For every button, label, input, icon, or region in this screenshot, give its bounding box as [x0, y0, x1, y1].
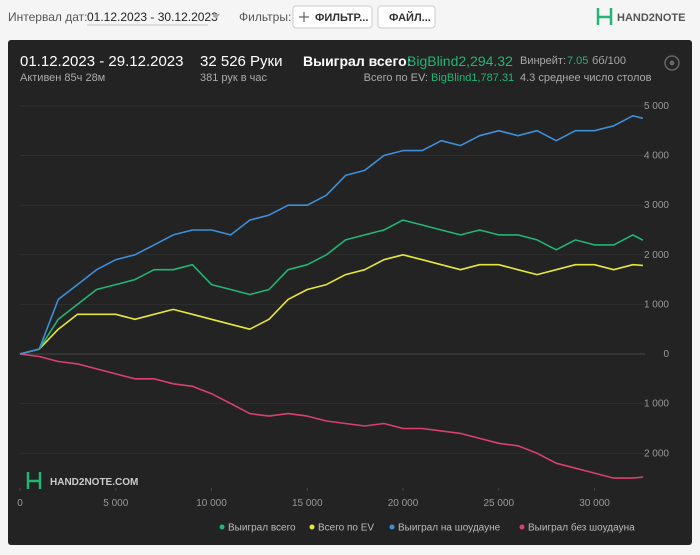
won-total: BigBlind2,294.32 [407, 53, 513, 69]
series-line [19, 254, 643, 355]
watermark: HAND2NOTE.COM [50, 477, 138, 488]
file-button[interactable] [377, 5, 436, 29]
hands-per-hour: 381 рук в час [200, 72, 268, 84]
legend-label: Всего по EV [318, 523, 374, 534]
y-tick-label: 0 [663, 349, 669, 360]
panel [8, 40, 692, 545]
winrate-unit: бб/100 [592, 55, 626, 67]
ev-total: BigBlind1,787.31 [431, 72, 514, 84]
active-time: Активен 85ч 28м [20, 72, 105, 84]
watermark-icon [26, 472, 42, 489]
y-tick-label: 1 000 [644, 399, 669, 410]
y-tick-label: 1 000 [644, 299, 669, 310]
date-label: Интервал дат: [8, 10, 87, 24]
winrate-label: Винрейт: [520, 55, 566, 67]
legend-marker [519, 524, 525, 530]
plus-icon [299, 12, 309, 22]
logo: HAND2NOTE [617, 12, 685, 24]
series-line [19, 115, 644, 355]
winrate: 7.05 [567, 55, 588, 67]
x-tick-label: 30 000 [579, 498, 610, 509]
series-line [19, 219, 644, 355]
legend-marker [389, 524, 395, 530]
x-tick-label: 25 000 [483, 498, 514, 509]
filters-label: Фильтры: [239, 10, 291, 24]
dropdown-arrow[interactable] [212, 14, 220, 19]
y-tick-label: 4 000 [644, 151, 669, 162]
ev-total-label: Всего по EV: [364, 72, 428, 84]
won-total-label: Выиграл всего: [303, 53, 411, 69]
logo-icon [596, 8, 613, 25]
tables: 4.3 среднее число столов [520, 72, 652, 84]
y-tick-label: 5 000 [644, 101, 669, 112]
legend-label: Выиграл всего [228, 523, 296, 534]
legend-label: Выиграл без шоудауна [528, 522, 635, 534]
settings-icon-core [669, 60, 675, 66]
period: 01.12.2023 - 29.12.2023 [20, 53, 183, 70]
x-tick-label: 5 000 [103, 498, 128, 509]
y-tick-label: 3 000 [644, 200, 669, 211]
filter-button[interactable] [292, 5, 373, 29]
filter-button-label[interactable]: ФИЛЬТР... [315, 12, 368, 24]
hands: 32 526 Руки [200, 53, 283, 70]
file-button-label[interactable]: ФАЙЛ... [389, 11, 431, 24]
x-tick-label: 10 000 [196, 498, 227, 509]
x-tick-label: 15 000 [292, 498, 323, 509]
settings-icon[interactable] [664, 55, 680, 71]
series-line [19, 353, 643, 479]
y-tick-label: 2 000 [644, 250, 669, 261]
y-tick-label: 2 000 [644, 448, 669, 459]
legend-label: Выиграл на шоудауне [398, 523, 501, 534]
x-tick-label: 20 000 [388, 498, 419, 509]
legend-marker [309, 524, 315, 530]
legend-marker [219, 524, 225, 530]
x-tick-label: 0 [17, 498, 23, 509]
date-range[interactable]: 01.12.2023 - 30.12.2023 [87, 10, 218, 24]
chart: 2 000 1 000 0 1 000 2 000 3 000 4 000 5 000 0 5 0… [17, 101, 669, 534]
